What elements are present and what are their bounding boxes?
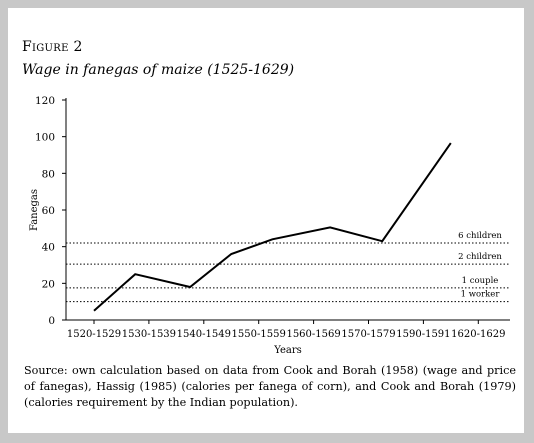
x-tick-label: 1560-1569: [286, 329, 340, 340]
reference-line-label: 2 children: [458, 252, 502, 262]
chart-axes: 0 20 40 60 80 100 120 1520-1529 1530-1539 1540-15…: [35, 95, 510, 340]
figure-frame: Figure 2 Wage in fanegas of maize (1525-…: [8, 8, 524, 433]
y-tick-label: 80: [42, 168, 55, 180]
x-tick-label: 1520-1529: [67, 329, 121, 340]
x-axis-title: Years: [273, 345, 302, 356]
reference-line-label: 1 worker: [461, 290, 501, 300]
y-tick-label: 100: [35, 132, 55, 144]
x-tick-label: 1550-1559: [232, 329, 286, 340]
figure-label: Figure 2: [22, 39, 83, 55]
y-tick-label: 40: [42, 242, 55, 254]
reference-lines: 6 children 2 children 1 couple 1 worker: [66, 231, 510, 303]
axis-labels: Years Fanegas: [29, 189, 302, 356]
y-tick-label: 0: [48, 315, 55, 327]
source-note: Source: own calculation based on data fr…: [24, 364, 516, 409]
y-tick-label: 20: [42, 278, 55, 290]
series-lines: [93, 142, 452, 312]
y-axis-title: Fanegas: [29, 189, 40, 231]
series-line: [93, 142, 452, 312]
y-tick-label: 120: [35, 95, 55, 107]
y-tick-label: 60: [42, 205, 55, 217]
x-tick-label: 1570-1579: [341, 329, 395, 340]
x-tick-label: 1530-1539: [122, 329, 176, 340]
x-tick-label: 1620-1629: [451, 329, 505, 340]
figure-title: Wage in fanegas of maize (1525-1629): [22, 62, 295, 78]
x-tick-label: 1540-1549: [177, 329, 231, 340]
x-tick-label: 1590-1591: [396, 329, 450, 340]
reference-line-label: 1 couple: [462, 276, 499, 286]
reference-line-label: 6 children: [458, 231, 502, 241]
